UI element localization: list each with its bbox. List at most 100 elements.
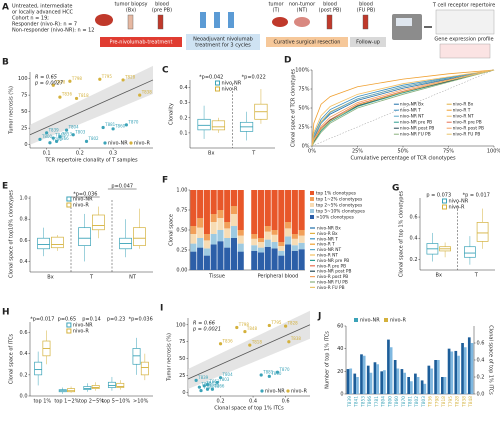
bar-segment [264,231,271,240]
y-tick-label: 25 [179,373,185,379]
x-tick-label: top 1~2% [54,399,79,405]
curve [311,69,495,147]
bar-segment [264,239,271,247]
bar [447,348,451,394]
box [78,227,91,246]
bar-segment [257,252,265,270]
y-tick-label: 0.4 [20,351,28,357]
bar [420,380,424,394]
box [140,361,149,376]
point [54,139,59,143]
bar [346,369,350,394]
step-label: Curative surgical resection [274,40,341,46]
y-tick-label: 0 [340,392,343,398]
box [91,385,100,389]
point [51,136,55,140]
legend-swatch [310,191,314,195]
bar-segment [271,234,278,242]
legend-label: nivo-NR [73,323,93,329]
legend-label: nivo-NR Bx [400,102,424,108]
y-tick-label: 0.75 [176,208,187,214]
point [259,373,263,377]
bar-segment [203,248,210,256]
bar-segment [210,244,217,270]
x-tick-label: 0% [308,149,316,155]
bar-segment [197,227,204,238]
bar-segment [298,235,305,243]
x-tick-label: Bx [208,151,214,157]
point [275,370,280,374]
bar-segment [251,245,258,251]
tube-icon [326,14,333,30]
bar-segment [230,238,238,270]
point-label: T798 [71,76,83,81]
legend-label: top 2~5% clonotypes [316,203,363,209]
y-tick-label: 0.2 [410,257,418,263]
point-label: T881 [262,369,274,374]
x-tick-label: Bx [436,273,442,279]
legend-label: top 5~10% clonotypes [316,209,366,215]
box [67,388,76,393]
bar [360,354,363,394]
y-axis-label: Tumor necrosis (%) [167,333,173,382]
legend-swatch [66,328,72,334]
point-label: T841 [205,380,217,385]
y2-tick-label: 0.0 [477,392,485,398]
legend-label: nivo-NR [360,318,380,324]
bar-segment [285,236,292,245]
point-label: T828 [287,321,299,326]
sample-label: (post PB) [319,8,342,14]
panel-letter: H [2,308,10,318]
p-value: p=0.047 [111,184,133,190]
bar [396,368,400,394]
bar-segment [230,214,238,226]
bar-segment [264,246,271,270]
bar [463,347,467,394]
point [267,323,271,328]
point-label: T860 [270,371,282,376]
point [205,382,210,387]
x-tick-label: 25% [352,149,363,155]
tube-icon [127,14,134,30]
x-tick-label: >10% [133,399,149,405]
bar [369,372,373,394]
box [133,227,146,246]
repertoire-icon [435,9,495,35]
bar-segment [291,190,298,234]
sample-label: (NT) [297,8,308,14]
bar [454,350,458,394]
legend-label: nivo-NR [222,81,242,87]
bar-segment [197,247,204,270]
bar [430,368,433,394]
cohort-line: Untreated, intermediate [12,4,72,10]
y-axis-label: Clonal space of top10% clonotypes [9,190,15,278]
bar [450,351,454,394]
point [74,96,79,101]
x-axis-label: Clonal space of top 1% ITCs [214,406,284,412]
y-tick-label: 0 [182,390,185,396]
point-label: T781 [202,385,214,390]
p-value: *p=0.042 [199,75,223,81]
point-label: T836 [222,338,234,343]
point [218,342,223,346]
y-tick-label: 0.4 [180,85,188,91]
x-tick-label: 0.2 [217,399,225,405]
legend-swatch [354,318,358,322]
x-tick-label: T838 [461,396,467,408]
bar-segment [197,190,204,218]
legend-label: nivo-NR Bx [317,226,341,232]
x-tick-label: T802 [414,396,420,408]
y-tick-label: 1.0 [20,196,28,202]
y-tick-label: 50 [179,356,185,362]
y-tick-label: 0.6 [20,238,28,244]
x-tick-label: T839 [347,396,353,408]
legend-label: nivo-NR FU PB [400,132,431,138]
bar-segment [210,214,217,222]
y-tick-label: 0 [24,142,27,148]
confidence-band [188,310,310,390]
p-value: *p=0.036 [73,192,97,198]
x-tick-label: T795 [448,396,454,408]
point-label: T802 [209,384,221,389]
point-label: T866 [58,136,70,141]
